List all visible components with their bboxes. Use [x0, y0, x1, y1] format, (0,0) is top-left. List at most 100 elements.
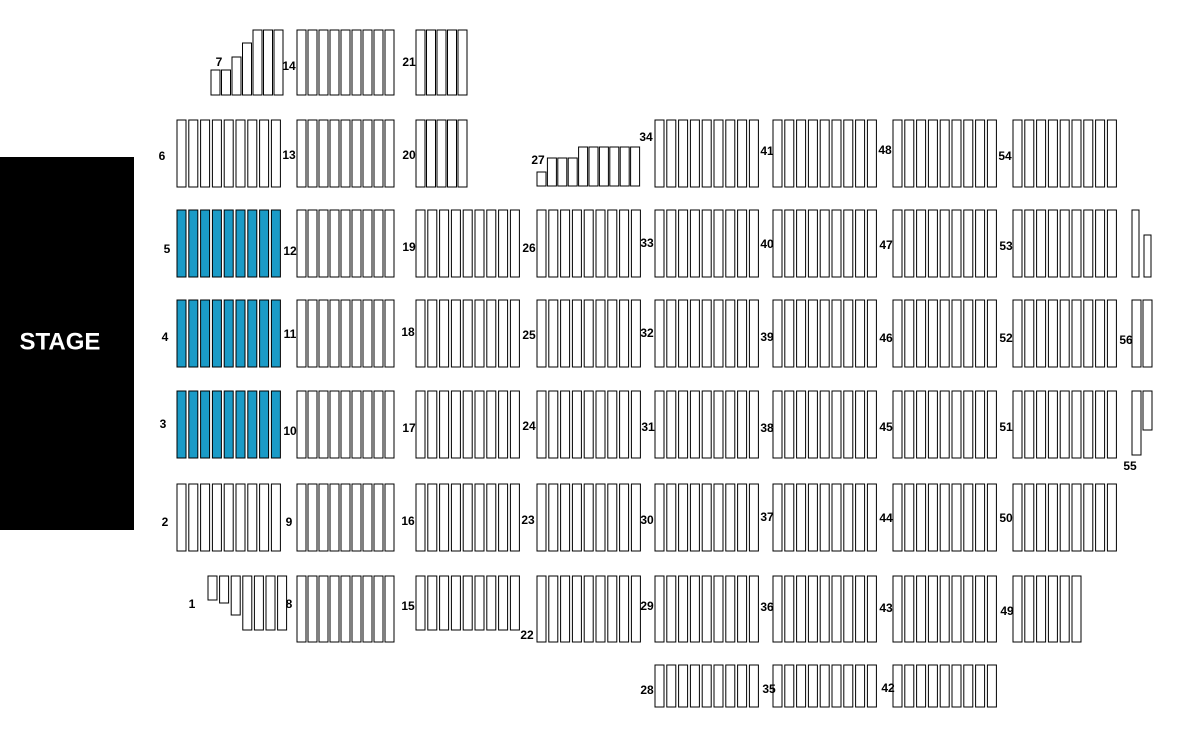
seat[interactable]	[1131, 299, 1142, 368]
seat[interactable]	[939, 119, 950, 188]
seat[interactable]	[843, 664, 854, 708]
section[interactable]	[892, 664, 997, 708]
seat[interactable]	[607, 209, 618, 278]
seat[interactable]	[737, 390, 748, 459]
seat[interactable]	[927, 299, 938, 368]
seat[interactable]	[630, 575, 641, 643]
seat[interactable]	[318, 299, 329, 368]
seat[interactable]	[296, 483, 307, 552]
seat[interactable]	[916, 575, 927, 643]
seat[interactable]	[351, 575, 362, 643]
seat[interactable]	[927, 575, 938, 643]
seat[interactable]	[242, 575, 253, 631]
seat[interactable]	[439, 209, 450, 278]
seat[interactable]	[447, 29, 457, 96]
seat[interactable]	[329, 390, 340, 459]
seat[interactable]	[296, 209, 307, 278]
seat[interactable]	[939, 483, 950, 552]
seat[interactable]	[231, 56, 242, 96]
seat[interactable]	[607, 390, 618, 459]
seat[interactable]	[486, 299, 497, 368]
seat[interactable]	[1083, 299, 1094, 368]
section[interactable]	[176, 209, 281, 278]
seat[interactable]	[725, 664, 736, 708]
seat[interactable]	[211, 299, 222, 368]
seat[interactable]	[318, 29, 329, 96]
seat[interactable]	[188, 209, 199, 278]
seat[interactable]	[436, 29, 447, 96]
seat[interactable]	[474, 390, 485, 459]
seat[interactable]	[1024, 390, 1035, 459]
seat[interactable]	[975, 575, 986, 643]
seat[interactable]	[678, 299, 689, 368]
seat[interactable]	[807, 390, 818, 459]
seat[interactable]	[737, 575, 748, 643]
seat[interactable]	[373, 390, 384, 459]
seat[interactable]	[796, 483, 807, 552]
seat[interactable]	[927, 483, 938, 552]
seat[interactable]	[362, 483, 373, 552]
section[interactable]	[415, 390, 520, 459]
seat[interactable]	[415, 575, 426, 631]
seat[interactable]	[384, 209, 395, 278]
seat[interactable]	[247, 299, 258, 368]
seat[interactable]	[583, 390, 594, 459]
seat[interactable]	[892, 664, 903, 708]
seat[interactable]	[975, 299, 986, 368]
seat[interactable]	[384, 29, 395, 96]
seat[interactable]	[654, 664, 665, 708]
seat[interactable]	[1059, 575, 1070, 643]
seat[interactable]	[200, 299, 211, 368]
seat[interactable]	[1036, 209, 1047, 278]
seat[interactable]	[1024, 209, 1035, 278]
seat[interactable]	[426, 29, 436, 96]
seat[interactable]	[351, 209, 362, 278]
seat[interactable]	[951, 299, 962, 368]
seat[interactable]	[252, 29, 263, 96]
seat[interactable]	[619, 146, 630, 187]
seat[interactable]	[831, 575, 842, 643]
seat[interactable]	[630, 483, 641, 552]
seat[interactable]	[654, 390, 665, 459]
section[interactable]	[1131, 390, 1153, 456]
seat[interactable]	[211, 390, 222, 459]
seat[interactable]	[737, 483, 748, 552]
seat[interactable]	[713, 119, 724, 188]
section[interactable]	[892, 483, 997, 552]
seat[interactable]	[784, 119, 795, 188]
seat[interactable]	[1071, 390, 1082, 459]
seat[interactable]	[270, 299, 281, 368]
seat[interactable]	[951, 575, 962, 643]
seat[interactable]	[362, 119, 373, 188]
seat[interactable]	[223, 483, 234, 552]
seat[interactable]	[927, 209, 938, 278]
seat[interactable]	[951, 209, 962, 278]
seat[interactable]	[689, 299, 700, 368]
seat[interactable]	[362, 299, 373, 368]
seat[interactable]	[457, 29, 468, 96]
seat[interactable]	[536, 299, 547, 368]
seat[interactable]	[1083, 209, 1094, 278]
seat[interactable]	[725, 209, 736, 278]
seat[interactable]	[259, 209, 270, 278]
section[interactable]	[654, 119, 759, 188]
section[interactable]	[772, 390, 877, 459]
seat[interactable]	[1047, 119, 1058, 188]
seat[interactable]	[843, 390, 854, 459]
seat[interactable]	[927, 664, 938, 708]
seat[interactable]	[654, 483, 665, 552]
seat[interactable]	[916, 483, 927, 552]
seat[interactable]	[259, 299, 270, 368]
seat[interactable]	[630, 390, 641, 459]
section[interactable]	[415, 483, 520, 552]
seat[interactable]	[963, 209, 974, 278]
seat[interactable]	[450, 575, 461, 631]
seat[interactable]	[748, 390, 759, 459]
seat[interactable]	[713, 299, 724, 368]
seat[interactable]	[176, 299, 187, 368]
seat[interactable]	[210, 69, 221, 96]
seat[interactable]	[474, 299, 485, 368]
seat[interactable]	[916, 664, 927, 708]
section[interactable]	[892, 299, 997, 368]
seat[interactable]	[211, 209, 222, 278]
